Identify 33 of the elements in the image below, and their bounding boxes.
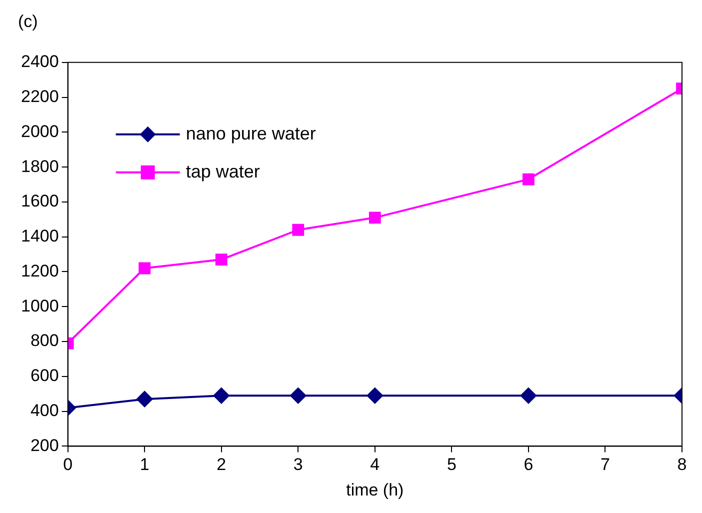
point xyxy=(136,391,153,408)
y-tick-label: 2400 xyxy=(20,52,59,72)
x-tick-label: 8 xyxy=(677,455,687,474)
point xyxy=(138,262,151,274)
y-tick-label: 1600 xyxy=(20,192,59,211)
x-tick-label: 3 xyxy=(293,455,303,474)
point xyxy=(368,212,381,224)
y-tick-label: 200 xyxy=(30,436,59,455)
x-tick-label: 1 xyxy=(140,455,150,474)
y-tick-label: 600 xyxy=(30,366,59,386)
point xyxy=(366,388,383,404)
y-tick-label: 1000 xyxy=(20,296,59,316)
y-tick-label: 2000 xyxy=(20,122,59,141)
x-axis-title: time (h) xyxy=(346,480,404,500)
chart-title: (c) xyxy=(18,12,38,31)
x-tick-label: 7 xyxy=(600,455,610,474)
x-tick-label: 6 xyxy=(524,455,534,474)
y-tick-label: 1400 xyxy=(20,226,59,246)
x-tick-label: 5 xyxy=(446,455,456,474)
y-tick-label: 400 xyxy=(30,400,59,420)
legend-label: tap water xyxy=(186,161,260,182)
point xyxy=(215,254,228,266)
point xyxy=(292,224,304,236)
x-tick-label: 0 xyxy=(63,455,73,474)
x-tick-label: 2 xyxy=(216,455,226,474)
y-tick-label: 800 xyxy=(30,331,59,350)
x-tick-label: 4 xyxy=(370,455,380,474)
y-tick-label: 2200 xyxy=(20,86,59,106)
y-tick-label: 1200 xyxy=(20,261,59,280)
point xyxy=(213,388,230,404)
point xyxy=(290,388,306,404)
y-tick-label: 1800 xyxy=(20,156,59,176)
legend-label: nano pure water xyxy=(186,123,316,144)
